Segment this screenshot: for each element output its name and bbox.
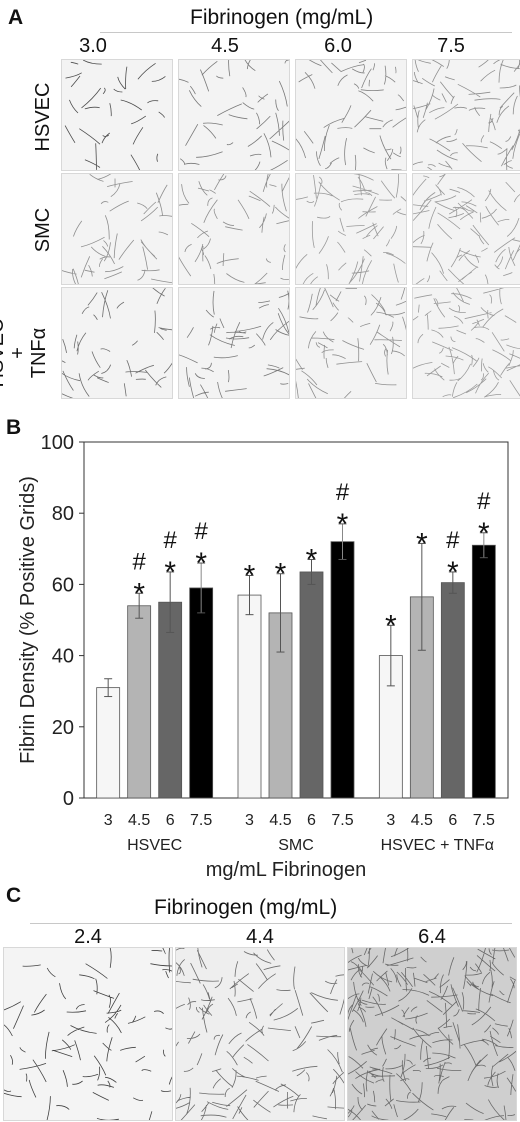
micrograph-c-2 xyxy=(175,947,345,1121)
panel-b-letter: B xyxy=(6,416,22,439)
group-label-1: HSVEC xyxy=(127,837,182,854)
micrograph-c-1 xyxy=(3,947,173,1121)
panel-a-row-label-tnf: HSVEC + TNFα xyxy=(0,313,53,393)
micrograph-a-r1-c2 xyxy=(178,59,290,171)
tnf-row-line-3: TNFα xyxy=(28,327,50,379)
x-axis-label: mg/mL Fibrinogen xyxy=(206,859,366,881)
panel-c-micrograph-grid xyxy=(3,947,518,1121)
micrograph-c-3 xyxy=(347,947,517,1121)
panel-a-col-label-3: 6.0 xyxy=(324,35,352,57)
micrograph-a-r1-c1 xyxy=(61,59,173,171)
y-axis-label: Fibrin Density (% Positive Grids) xyxy=(17,476,39,764)
sig-mark-1-4-1: * xyxy=(195,547,207,580)
sig-mark-1-3-2: # xyxy=(163,527,177,554)
group-label-2: SMC xyxy=(278,837,314,854)
sig-mark-2-4-1: * xyxy=(337,508,349,541)
x-tick-label-3-1: 3 xyxy=(386,812,395,829)
bar-1-1 xyxy=(96,687,121,799)
group-label-3: HSVEC + TNFα xyxy=(381,837,494,854)
y-tick-label-1: 20 xyxy=(52,717,74,739)
x-tick-label-1-2: 4.5 xyxy=(128,812,150,829)
bar-2-4 xyxy=(330,541,355,799)
fibrin-density-chart: 0 20 40 60 80 100 Fibrin Density (% Positive G… xyxy=(0,420,520,890)
panel-a-header: Fibrinogen (mg/mL) xyxy=(190,6,374,29)
sig-mark-2-3-1: * xyxy=(306,543,318,576)
sig-mark-2-4-2: # xyxy=(336,479,350,506)
y-tick-label-4: 80 xyxy=(52,503,74,525)
bar-3-4 xyxy=(471,544,496,799)
micrograph-a-r2-c4 xyxy=(412,173,520,285)
bar-2-3 xyxy=(299,571,324,799)
panel-c-col-label-3: 6.4 xyxy=(418,926,446,948)
sig-mark-1-2-1: * xyxy=(133,577,145,610)
sig-mark-3-3-1: * xyxy=(447,556,459,589)
x-tick-label-2-3: 6 xyxy=(307,812,316,829)
y-tick-label-5: 100 xyxy=(41,432,74,454)
panel-a-letter: A xyxy=(8,6,24,29)
panel-a-row-label-hsvec: HSVEC xyxy=(32,82,54,152)
sig-mark-3-3-2: # xyxy=(446,527,460,554)
sig-mark-3-1-1: * xyxy=(385,609,397,642)
panel-c-letter: C xyxy=(6,884,22,907)
panel-c-header: Fibrinogen (mg/mL) xyxy=(154,896,338,919)
micrograph-a-r3-c1 xyxy=(61,287,173,399)
bar-3-3 xyxy=(440,582,465,799)
sig-mark-3-2-1: * xyxy=(416,527,428,560)
sig-mark-1-2-2: # xyxy=(132,548,146,575)
x-tick-label-2-2: 4.5 xyxy=(269,812,291,829)
sig-mark-1-3-1: * xyxy=(164,556,176,589)
sig-mark-2-2-1: * xyxy=(275,558,287,591)
panel-a-micrograph-grid xyxy=(61,59,520,399)
bar-1-2 xyxy=(127,605,152,799)
x-tick-label-3-2: 4.5 xyxy=(411,812,433,829)
micrograph-a-r3-c3 xyxy=(295,287,407,399)
micrograph-a-r1-c3 xyxy=(295,59,407,171)
micrograph-a-r2-c1 xyxy=(61,173,173,285)
sig-mark-3-4-1: * xyxy=(478,517,490,550)
x-tick-label-1-3: 6 xyxy=(166,812,175,829)
bar-2-1 xyxy=(237,594,262,799)
sig-mark-2-1-1: * xyxy=(244,560,256,593)
x-tick-label-3-4: 7.5 xyxy=(473,812,495,829)
x-tick-label-1-4: 7.5 xyxy=(190,812,212,829)
y-tick-label-3: 60 xyxy=(52,574,74,596)
bar-1-4 xyxy=(189,587,214,799)
x-tick-label-1-1: 3 xyxy=(104,812,113,829)
sig-mark-3-4-2: # xyxy=(477,488,491,515)
y-tick-label-2: 40 xyxy=(52,646,74,668)
panel-c-header-rule xyxy=(30,923,512,924)
panel-a-header-rule xyxy=(100,32,512,33)
sig-mark-1-4-2: # xyxy=(194,518,208,545)
micrograph-a-r1-c4 xyxy=(412,59,520,171)
x-tick-label-2-1: 3 xyxy=(245,812,254,829)
micrograph-a-r3-c4 xyxy=(412,287,520,399)
tnf-row-line-2: + xyxy=(7,347,29,359)
panel-a-col-label-1: 3.0 xyxy=(79,35,107,57)
panel-a-row-label-smc: SMC xyxy=(32,207,54,253)
panel-a-col-label-2: 4.5 xyxy=(211,35,239,57)
y-tick-label-0: 0 xyxy=(63,788,74,810)
panel-c-col-label-1: 2.4 xyxy=(74,926,102,948)
micrograph-a-r3-c2 xyxy=(178,287,290,399)
plot-frame xyxy=(83,441,509,799)
x-tick-label-2-4: 7.5 xyxy=(331,812,353,829)
x-tick-label-3-3: 6 xyxy=(448,812,457,829)
micrograph-a-r2-c2 xyxy=(178,173,290,285)
panel-c-col-label-2: 4.4 xyxy=(246,926,274,948)
micrograph-a-r2-c3 xyxy=(295,173,407,285)
panel-a-col-label-4: 7.5 xyxy=(437,35,465,57)
